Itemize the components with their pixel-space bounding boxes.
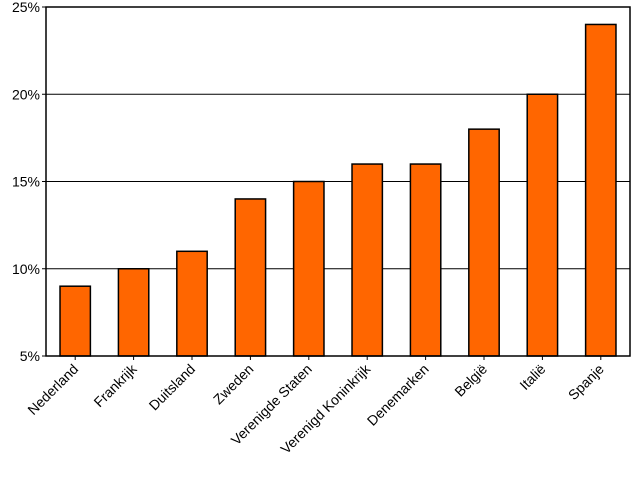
- plot-frame: [45, 6, 631, 357]
- x-tick-label: Denemarken: [364, 361, 432, 429]
- bar: [234, 198, 267, 357]
- bar: [409, 163, 442, 357]
- bar: [526, 93, 559, 357]
- x-tick-label: Frankrijk: [90, 360, 140, 410]
- axes: [45, 6, 631, 357]
- y-tick-label: 5%: [20, 348, 40, 364]
- x-tick-label: Spanje: [565, 361, 607, 403]
- y-tick-label: 20%: [12, 86, 40, 102]
- bar: [59, 285, 92, 357]
- bars: [59, 23, 617, 357]
- bar: [292, 180, 325, 357]
- x-tick-label: Italië: [516, 361, 548, 393]
- y-tick-labels: 5% 10% 15% 20% 25%: [12, 0, 40, 364]
- x-tick-labels: Nederland Frankrijk Duitsland ZwedenVerenig…: [24, 360, 607, 457]
- bar: [468, 128, 500, 357]
- y-tick-label: 15%: [12, 174, 40, 190]
- bar: [584, 23, 617, 357]
- bar: [117, 268, 150, 357]
- bar: [351, 163, 384, 357]
- y-tick-label: 10%: [12, 261, 40, 277]
- x-tick-label: Nederland: [24, 361, 81, 418]
- y-tick-label: 25%: [12, 0, 40, 15]
- x-tick-label: Duitsland: [146, 361, 199, 414]
- x-tick-label: België: [451, 361, 490, 400]
- x-tick-label: Zweden: [210, 361, 257, 408]
- bar: [176, 250, 208, 357]
